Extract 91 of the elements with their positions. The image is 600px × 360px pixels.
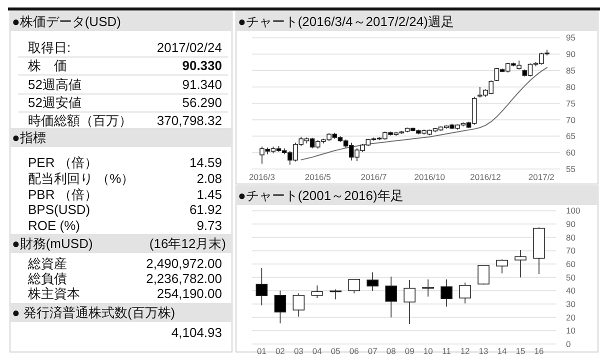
candlestick bbox=[459, 282, 471, 304]
text: (16年12月末) bbox=[149, 236, 226, 251]
text: 61.92 bbox=[189, 202, 222, 217]
x-tick-label: 05 bbox=[330, 346, 341, 356]
text: 56.290 bbox=[182, 95, 222, 110]
y-tick-label: 30 bbox=[566, 299, 576, 310]
x-tick-label: 12 bbox=[460, 346, 470, 356]
x-tick-label: 08 bbox=[386, 346, 396, 356]
text: 時価総額（百万） bbox=[28, 113, 132, 128]
y-tick-label: 95 bbox=[566, 32, 576, 43]
text: 株 価 bbox=[27, 58, 67, 73]
x-tick-label: 04 bbox=[312, 346, 322, 356]
y-tick-label: 40 bbox=[566, 286, 576, 296]
text: 52週高値 bbox=[28, 77, 82, 92]
x-tick-label: 14 bbox=[497, 346, 508, 356]
text: 2,490,972.00 bbox=[146, 256, 222, 271]
x-tick-label: 11 bbox=[442, 346, 452, 356]
chart-title: ●チャート(2016/3/4～2017/2/24)週足 bbox=[238, 14, 454, 29]
y-tick-label: 65 bbox=[566, 131, 576, 142]
line-series bbox=[300, 67, 548, 160]
text: 1.45 bbox=[196, 187, 222, 202]
x-tick-label: 03 bbox=[294, 346, 304, 356]
candlestick bbox=[292, 292, 305, 318]
text: 2,236,782.00 bbox=[146, 271, 222, 286]
x-tick-label: 2016/7 bbox=[360, 172, 388, 182]
y-tick-label: 0 bbox=[566, 339, 571, 349]
y-tick-label: 90 bbox=[566, 219, 576, 230]
y-tick-label: 60 bbox=[566, 148, 576, 158]
text: ● 発行済普通株式数(百万株) bbox=[12, 305, 176, 320]
text: 91.340 bbox=[182, 77, 222, 92]
text: 14.59 bbox=[189, 155, 222, 170]
x-tick-label: 01 bbox=[256, 346, 267, 356]
candlestick bbox=[496, 258, 508, 274]
text: 2017/02/24 bbox=[156, 40, 222, 55]
text: 取得日: bbox=[28, 40, 71, 55]
text: 90.330 bbox=[182, 58, 222, 73]
text: 株主資本 bbox=[27, 286, 80, 301]
text: ●指標 bbox=[12, 130, 46, 145]
text: 254,190.00 bbox=[156, 286, 222, 301]
text: 配当利回り （%） bbox=[28, 171, 134, 186]
x-tick-label: 16 bbox=[534, 346, 544, 356]
text: 総資産 bbox=[27, 256, 67, 271]
y-tick-label: 70 bbox=[566, 114, 576, 125]
candlestick bbox=[422, 278, 434, 298]
text: PBR （倍） bbox=[28, 187, 98, 202]
y-tick-label: 50 bbox=[566, 272, 576, 282]
text: 総負債 bbox=[27, 271, 67, 286]
text: BPS(USD) bbox=[28, 202, 90, 217]
x-tick-label: 09 bbox=[404, 346, 415, 356]
x-tick-label: 10 bbox=[423, 346, 434, 356]
y-tick-label: 20 bbox=[566, 312, 576, 322]
text: 52週安値 bbox=[28, 95, 82, 110]
text: PER （倍） bbox=[28, 155, 98, 170]
y-tick-label: 75 bbox=[566, 98, 576, 108]
y-tick-label: 80 bbox=[566, 232, 576, 242]
text: 4,104.93 bbox=[171, 325, 222, 340]
chart-title: ●チャート(2001～2016)年足 bbox=[238, 188, 404, 203]
y-tick-label: 100 bbox=[566, 206, 580, 216]
text: ROE (%) bbox=[28, 218, 80, 233]
y-tick-label: 70 bbox=[566, 246, 576, 256]
x-tick-label: 02 bbox=[275, 346, 286, 356]
x-tick-label: 13 bbox=[478, 346, 489, 356]
x-tick-label: 06 bbox=[349, 346, 360, 356]
x-tick-label: 2016/12 bbox=[470, 172, 502, 182]
y-tick-label: 60 bbox=[566, 259, 576, 270]
y-tick-label: 55 bbox=[566, 164, 576, 174]
y-tick-label: 10 bbox=[566, 326, 576, 336]
candlestick bbox=[311, 284, 324, 298]
text: 2.08 bbox=[196, 171, 222, 186]
y-tick-label: 85 bbox=[566, 66, 576, 76]
candlestick bbox=[348, 278, 360, 294]
x-tick-label: 2016/3 bbox=[249, 172, 276, 182]
text: 370,798.32 bbox=[156, 113, 222, 128]
x-tick-label: 15 bbox=[516, 346, 526, 356]
candlestick bbox=[256, 268, 268, 306]
candlestick bbox=[440, 278, 452, 308]
x-tick-label: 2017/2 bbox=[528, 172, 555, 182]
text: ●財務(mUSD) bbox=[12, 236, 93, 251]
x-tick-label: 2016/10 bbox=[414, 172, 446, 182]
candlestick bbox=[274, 290, 286, 324]
x-tick-label: 07 bbox=[368, 346, 378, 356]
candlestick bbox=[366, 272, 379, 292]
text: ●株価データ(USD) bbox=[12, 14, 121, 29]
candlestick bbox=[330, 288, 342, 300]
candlestick bbox=[385, 276, 398, 318]
candlestick bbox=[404, 280, 416, 324]
candlestick bbox=[514, 250, 526, 278]
text: 9.73 bbox=[196, 218, 222, 233]
y-tick-label: 90 bbox=[566, 49, 576, 60]
y-tick-label: 80 bbox=[566, 82, 576, 92]
x-tick-label: 2016/5 bbox=[304, 172, 332, 182]
